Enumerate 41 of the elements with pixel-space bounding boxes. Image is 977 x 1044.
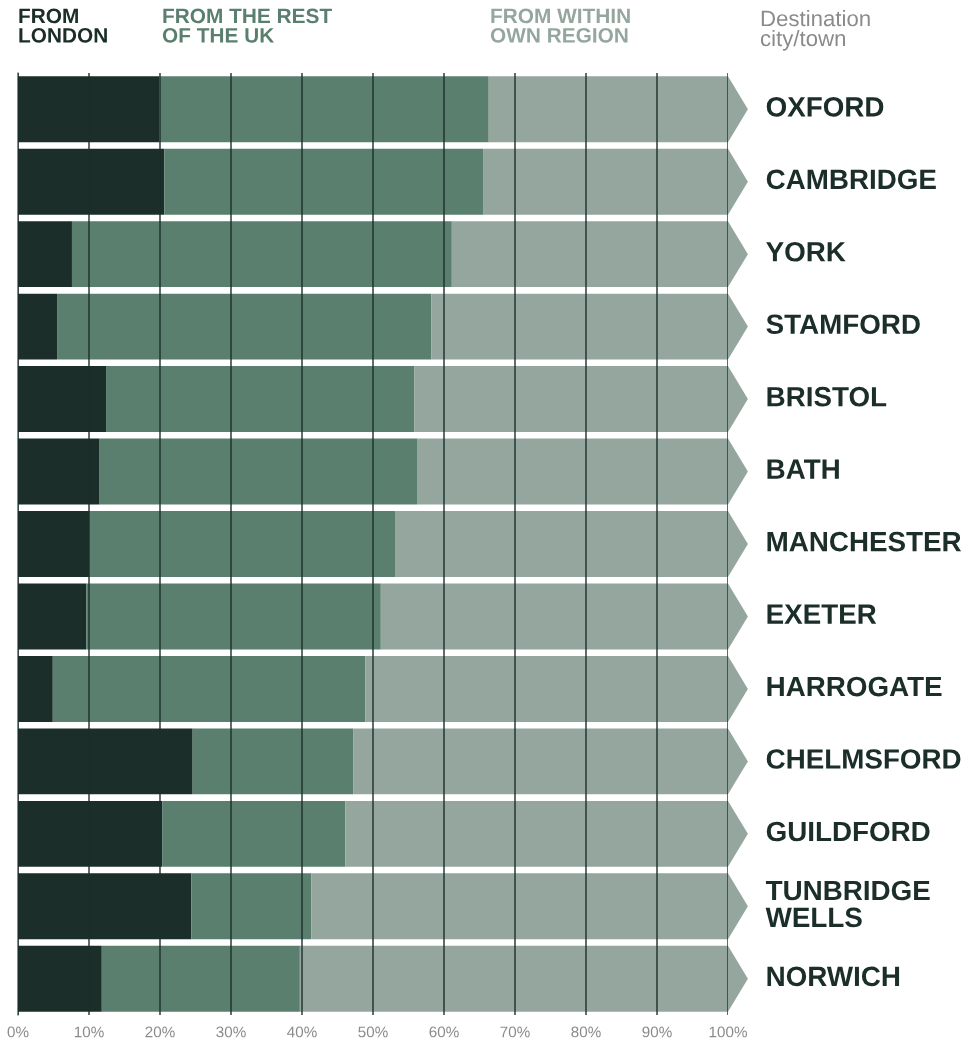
series-label: FROM LONDON (19, 8, 107, 43)
bar (52, 655, 366, 722)
series-label: FROM WITHIN OWN REGION (490, 8, 630, 43)
y-tick-label: EXETER (767, 604, 877, 624)
bar (106, 366, 415, 433)
bar (57, 293, 432, 360)
y-tick-label: CAMBRIDGE (766, 169, 936, 190)
x-tick-label: 10% (74, 1026, 104, 1038)
bar (191, 873, 312, 940)
y-tick-label: TUNBRIDGE WELLS (765, 880, 930, 928)
x-tick-label: 50% (358, 1026, 388, 1038)
bar (164, 148, 484, 215)
bar (86, 583, 381, 650)
x-tick-label: 60% (429, 1026, 459, 1038)
y-tick-label: BRISTOL (767, 386, 887, 407)
bar (99, 438, 418, 505)
bar (162, 800, 346, 867)
y-tick-label: CHELMSFORD (766, 749, 961, 769)
series-label: FROM THE REST OF THE UK (162, 8, 332, 43)
bar (89, 511, 396, 577)
y-tick-label: BATH (767, 459, 839, 479)
y-axis-title: Destination city/town (760, 10, 870, 51)
bar (159, 76, 489, 143)
x-tick-label: 30% (216, 1026, 246, 1038)
bar (71, 221, 452, 288)
y-tick-label: YORK (766, 241, 846, 262)
x-tick-label: 100% (709, 1026, 747, 1038)
bar (192, 728, 354, 795)
y-tick-label: HARROGATE (767, 676, 942, 697)
bar (101, 945, 300, 1012)
y-tick-label: OXFORD (766, 97, 884, 117)
y-tick-label: STAMFORD (766, 314, 920, 335)
y-tick-label: MANCHESTER (767, 531, 962, 552)
x-tick-label: 40% (287, 1026, 317, 1038)
x-tick-label: 20% (145, 1026, 175, 1038)
y-tick-label: GUILDFORD (766, 821, 930, 842)
x-tick-label: 90% (642, 1026, 672, 1038)
x-tick-label: 0% (7, 1026, 29, 1038)
x-tick-label: 80% (571, 1026, 601, 1038)
x-tick-label: 70% (500, 1026, 530, 1038)
y-tick-label: NORWICH (767, 966, 900, 987)
